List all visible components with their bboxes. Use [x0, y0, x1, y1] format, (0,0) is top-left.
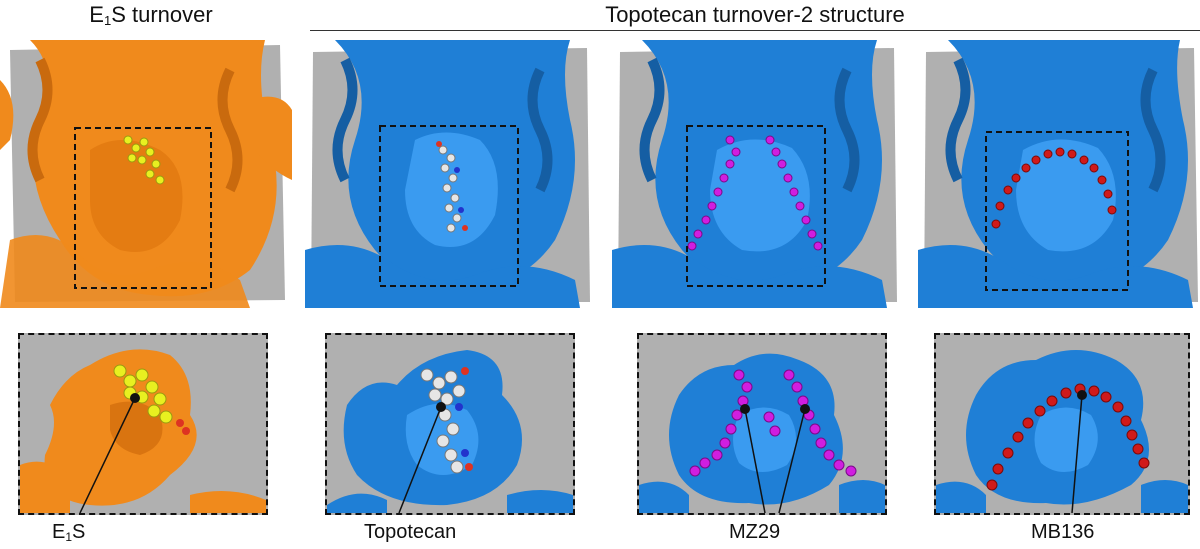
- mz29-structure-panel: [612, 40, 902, 308]
- topotecan-structure-panel: [305, 40, 595, 308]
- e1s-structure-panel: [0, 40, 292, 308]
- topotecan-label: Topotecan: [364, 521, 457, 543]
- topotecan-turnover-2-header: Topotecan turnover-2 structure: [605, 2, 905, 27]
- mb136-zoom-panel: [934, 333, 1190, 515]
- mb136-structure-panel: [918, 40, 1200, 308]
- topotecan-zoom-panel: [325, 333, 575, 515]
- mb136-label: MB136: [1031, 521, 1095, 543]
- mz29-label: MZ29: [729, 521, 781, 543]
- e1s-label: E1S: [52, 521, 86, 544]
- header-rule: [310, 30, 1200, 31]
- e1s-turnover-header: E1S turnover: [89, 2, 213, 28]
- e1s-zoom-panel: [18, 333, 268, 515]
- mz29-zoom-panel: [637, 333, 887, 515]
